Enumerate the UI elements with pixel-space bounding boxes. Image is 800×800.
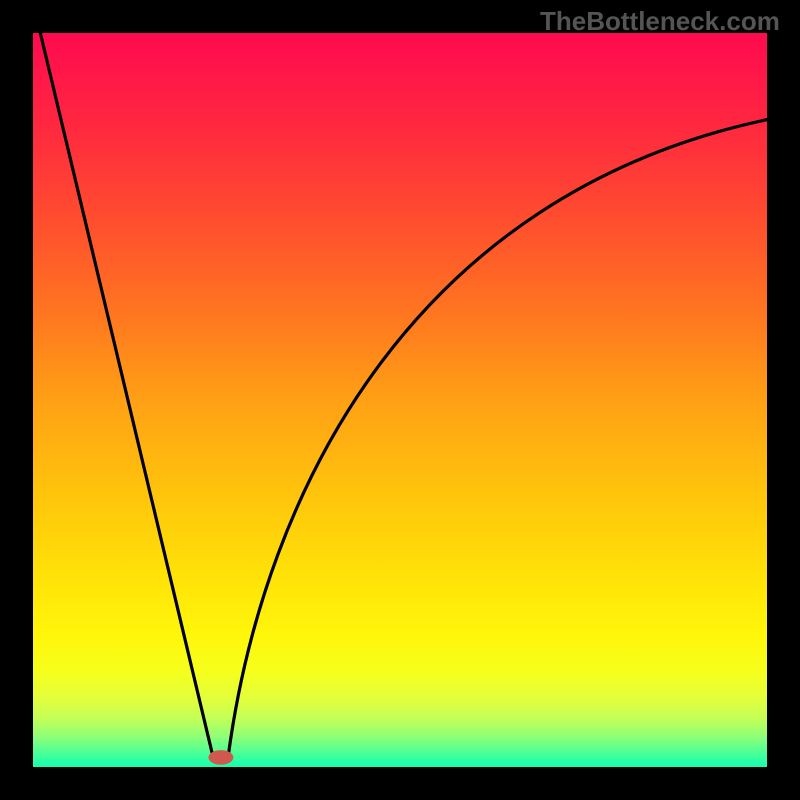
bottleneck-chart — [33, 33, 767, 767]
watermark-text: TheBottleneck.com — [540, 6, 780, 37]
bottleneck-marker — [208, 750, 233, 765]
chart-stage: TheBottleneck.com — [0, 0, 800, 800]
gradient-background — [33, 33, 767, 767]
